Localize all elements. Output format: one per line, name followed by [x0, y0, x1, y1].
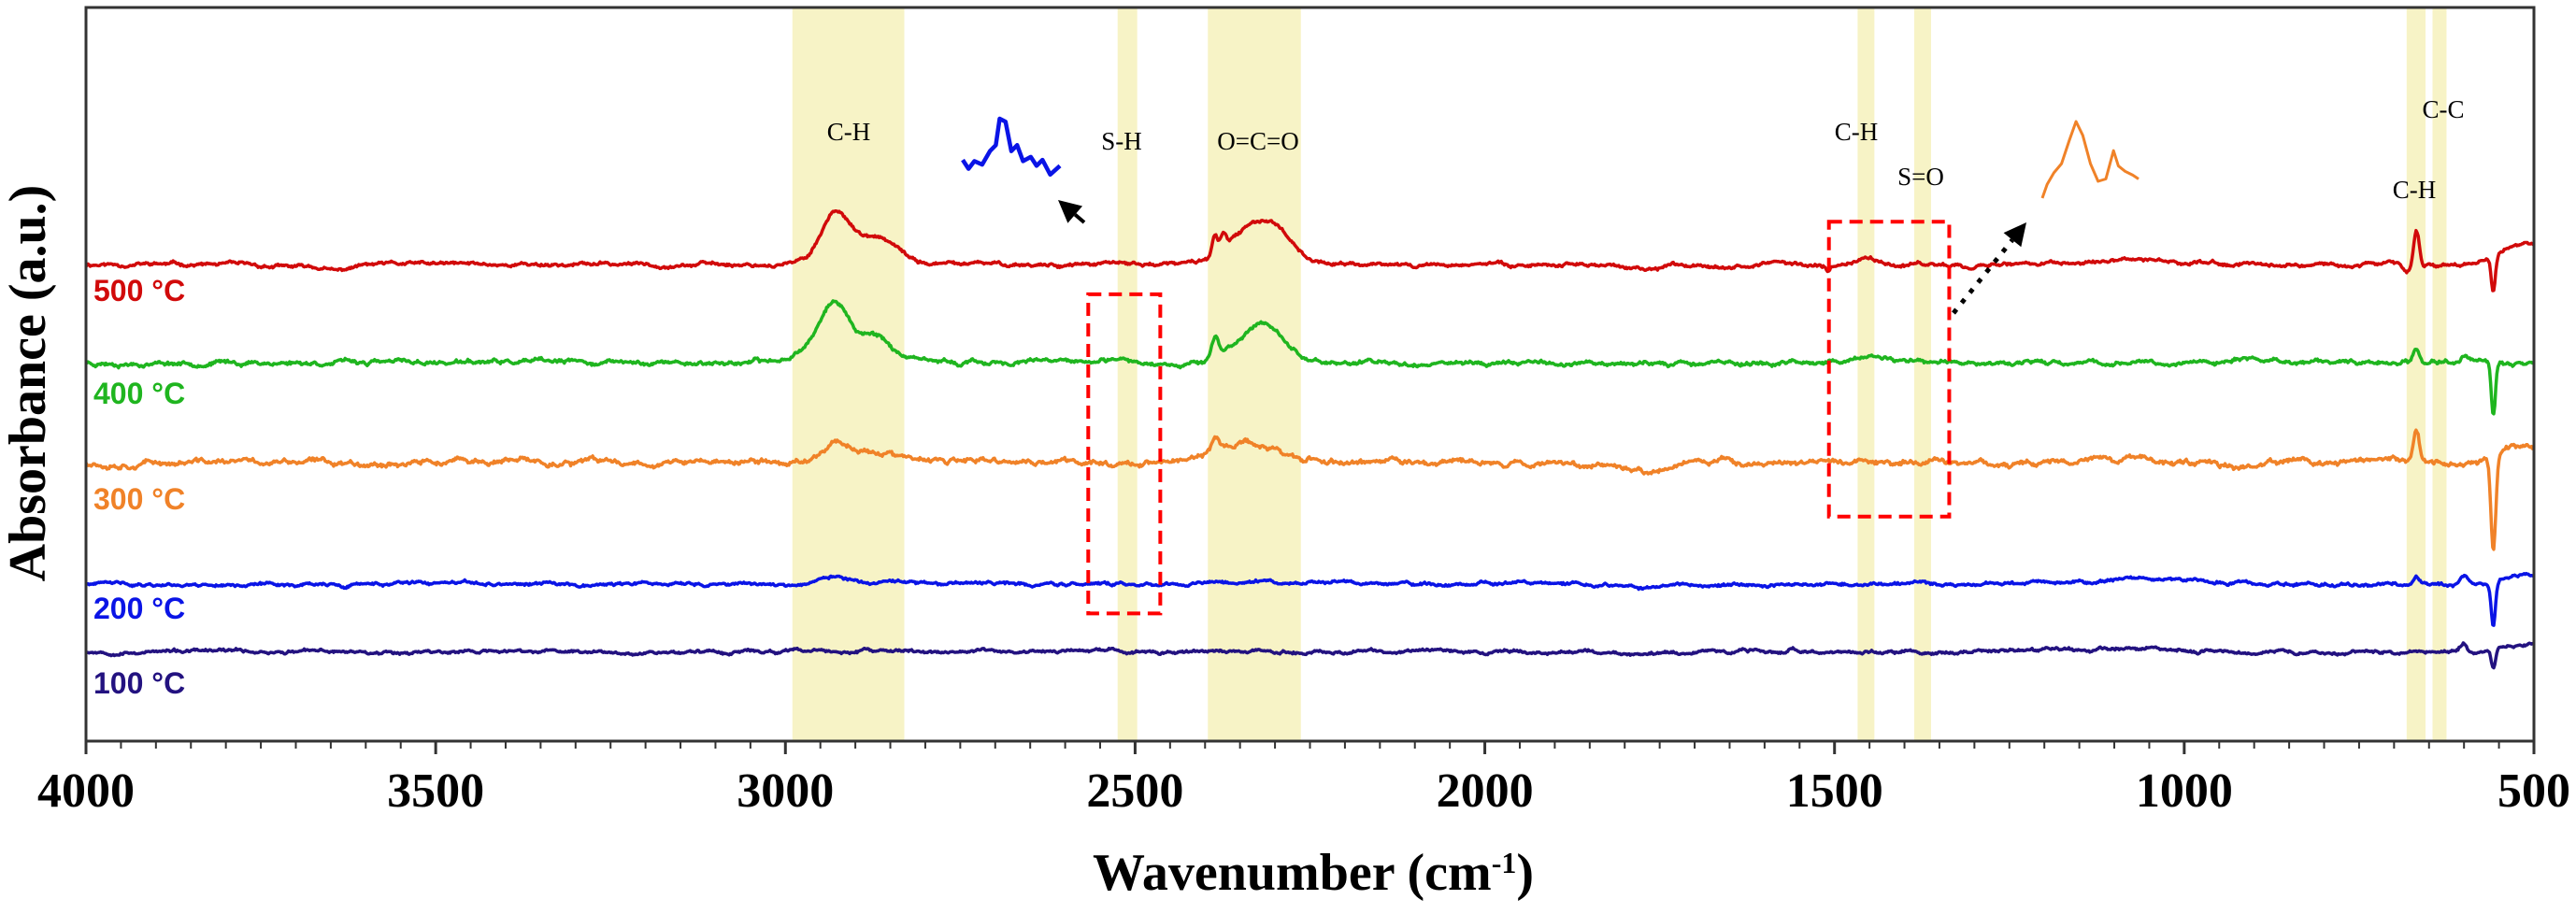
- y-axis-title: Absorbance (a.u.): [0, 185, 57, 582]
- series-label-100-c: 100 °C: [93, 666, 185, 700]
- x-tick-label: 3000: [737, 764, 834, 818]
- x-tick-label: 3500: [387, 764, 484, 818]
- inset-so-inset: [2040, 120, 2140, 199]
- x-tick-label: 4000: [37, 764, 135, 818]
- band-s-h-1: [1117, 7, 1138, 741]
- x-tick-label: 500: [2497, 764, 2570, 818]
- series-label-500-c: 500 °C: [93, 274, 185, 307]
- series-lines: [84, 209, 2535, 670]
- band-label-c-h: C-H: [827, 118, 871, 146]
- series-line-500-c: [85, 209, 2535, 293]
- series-label-300-c: 300 °C: [93, 482, 185, 516]
- series-labels: 500 °C 400 °C 300 °C 200 °C 100 °C: [93, 274, 185, 700]
- annotation-boxes: [1086, 220, 1952, 616]
- x-tick-label: 2500: [1086, 764, 1183, 818]
- band-c-h-3: [1857, 7, 1875, 741]
- band-label-c-h: C-H: [2393, 176, 2437, 204]
- x-axis-ticks: 4000 3500 3000 2500 2000 1500 1000 500: [37, 741, 2570, 818]
- annotation-box-sh-region: [1086, 292, 1163, 616]
- series-line-200-c: [85, 571, 2535, 627]
- band-label-c-c: C-C: [2422, 95, 2464, 123]
- x-tick-label: 1000: [2136, 764, 2233, 818]
- band-labels: C-H S-H O=C=O C-H S=O C-H C-C: [827, 95, 2465, 204]
- band-label-s-h: S-H: [1101, 127, 1142, 155]
- band-label-c-h: C-H: [1835, 118, 1879, 146]
- band-label-s-o: S=O: [1897, 163, 1944, 191]
- series-line-300-c: [84, 428, 2535, 551]
- plot-frame: [84, 6, 2536, 743]
- x-tick-label: 1500: [1786, 764, 1883, 818]
- arrows: [1058, 200, 2026, 315]
- arrow-sh-arrow: [1058, 200, 1086, 224]
- series-label-400-c: 400 °C: [93, 377, 185, 410]
- series-line-400-c: [85, 299, 2535, 416]
- highlight-bands: [792, 7, 2447, 741]
- annotation-box-ch-so-region: [1826, 220, 1952, 519]
- band-s-o-4: [1914, 7, 1931, 741]
- band-c-h-5: [2406, 7, 2426, 741]
- series-label-200-c: 200 °C: [93, 592, 185, 625]
- band-label-o-c-o: O=C=O: [1217, 127, 1298, 155]
- x-axis-title: Wavenumber (cm-1): [1093, 844, 1534, 902]
- insets: [961, 116, 2140, 199]
- band-c-c-6: [2432, 7, 2447, 741]
- arrow-so-arrow: [1952, 222, 2026, 315]
- inset-sh-inset: [961, 116, 1062, 178]
- series-line-100-c: [85, 641, 2535, 670]
- band-c-h-0: [792, 7, 905, 741]
- x-tick-label: 2000: [1437, 764, 1534, 818]
- band-o-c-o-2: [1208, 7, 1301, 741]
